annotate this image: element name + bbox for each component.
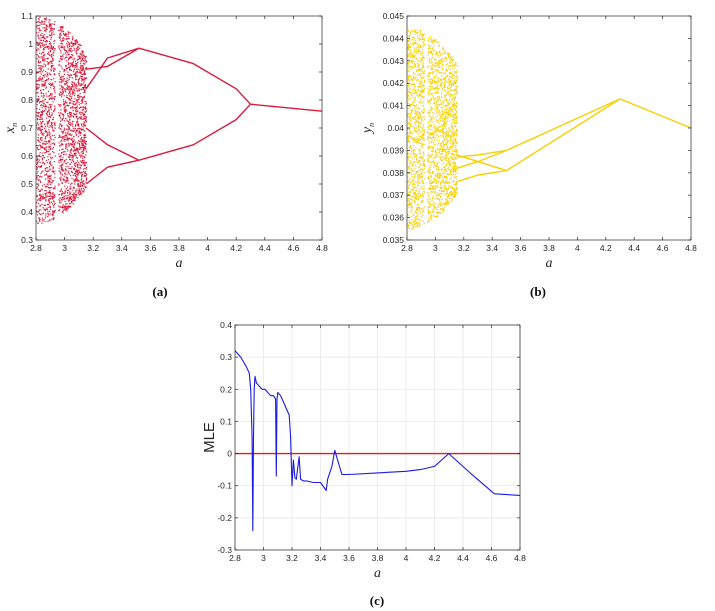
x-tick-label: 3.6: [515, 243, 527, 253]
bifurcation-branch: [138, 103, 252, 161]
x-tick-label: 4.4: [259, 243, 271, 253]
plot-area: [36, 16, 323, 224]
x-tick-label: 3.2: [458, 243, 470, 253]
x-tick-label: 4: [575, 243, 580, 253]
bifurcation-branch: [506, 98, 621, 152]
y-tick-label: 0.6: [21, 151, 33, 161]
y-tick-label: 0.04: [387, 123, 404, 133]
bifurcation-branch: [85, 47, 140, 90]
chart-a: 2.8 3 3.2 3.4 3.6 3.8 4 4.2 4.4 4.6 4.8 0.3 0.4 0.5 0.…: [3, 11, 328, 299]
x-tick-label: 3: [433, 243, 438, 253]
x-tick-label: 4.4: [628, 243, 640, 253]
x-tick-label: 2.8: [229, 553, 241, 563]
x-tick-label: 3.6: [144, 243, 156, 253]
x-tick-label: 3.8: [173, 243, 185, 253]
bifurcation-branch: [86, 47, 140, 70]
x-tick-label: 4.2: [600, 243, 612, 253]
plot-area: [234, 350, 521, 532]
y-tick-label: 0.045: [383, 11, 405, 21]
chaotic-region: [407, 29, 458, 230]
y-tick-label: 0.9: [21, 67, 33, 77]
x-tick-label: 4.4: [457, 553, 469, 563]
x-tick-label: 3.8: [372, 553, 384, 563]
x-tick-label: 4.8: [316, 243, 328, 253]
x-tick-label: 3: [261, 553, 266, 563]
bifurcation-branch: [456, 154, 507, 172]
y-tick-label: 0.4: [21, 207, 33, 217]
y-tick-label: 0.039: [383, 145, 405, 155]
y-tick-label: 0.5: [21, 179, 33, 189]
panel-caption: (b): [530, 284, 546, 299]
chaotic-region: [36, 16, 88, 224]
y-tick-label: 0.037: [383, 190, 405, 200]
y-tick-label: 0.038: [383, 168, 405, 178]
y-axis-label-main: y: [360, 126, 375, 135]
x-tick-label: 4.6: [486, 553, 498, 563]
x-tick-label: 3.2: [286, 553, 298, 563]
bifurcation-branch: [456, 169, 507, 183]
y-tick-label: 0.7: [21, 123, 33, 133]
y-tick-label: 0.2: [220, 384, 232, 394]
x-axis-label: a: [176, 256, 183, 271]
y-tick-label: 1.1: [21, 11, 33, 21]
x-tick-label: 4.2: [429, 553, 441, 563]
x-axis-label: a: [546, 256, 553, 271]
y-axis-label: xn: [3, 123, 19, 134]
panel-caption: (a): [152, 284, 167, 299]
y-tick-label: 0.042: [383, 78, 405, 88]
y-tick-label: -0.3: [217, 545, 232, 555]
y-tick-label: 0.3: [21, 235, 33, 245]
x-axis-label: a: [374, 566, 381, 581]
y-axis-label-main: x: [3, 126, 18, 134]
y-axis-label-subscript: n: [367, 123, 376, 127]
x-tick-label: 3.4: [486, 243, 498, 253]
bifurcation-branch: [85, 127, 140, 161]
mle-series-line: [234, 350, 521, 532]
x-tick-label: 2.8: [401, 243, 413, 253]
y-tick-label: -0.2: [217, 513, 232, 523]
y-tick-label: 0.1: [220, 416, 232, 426]
y-tick-label: 0.036: [383, 213, 405, 223]
y-tick-label: 0.3: [220, 352, 232, 362]
y-tick-label: 0.041: [383, 101, 405, 111]
y-tick-label: 0.043: [383, 56, 405, 66]
x-tick-label: 3.4: [315, 553, 327, 563]
x-tick-label: 2.8: [30, 243, 42, 253]
x-tick-label: 3.4: [116, 243, 128, 253]
y-tick-label: 0.8: [21, 95, 33, 105]
y-tick-label: 0.044: [383, 33, 405, 43]
x-tick-label: 3.8: [543, 243, 555, 253]
y-tick-label: 0.4: [220, 320, 232, 330]
bifurcation-branch: [456, 149, 507, 169]
x-tick-label: 4.8: [514, 553, 526, 563]
panel-caption: (c): [370, 593, 384, 608]
chart-c: 2.8 3 3.2 3.4 3.6 3.8 4 4.2 4.4 4.6 4.8 -0.3 -0.2 -0.…: [201, 320, 526, 608]
bifurcation-branch: [456, 149, 507, 158]
x-tick-label: 4.6: [287, 243, 299, 253]
x-tick-label: 4.8: [685, 243, 697, 253]
chart-b: 2.8 3 3.2 3.4 3.6 3.8 4 4.2 4.4 4.6 4.8 0.035 0.036 0…: [360, 11, 697, 299]
bifurcation-branch: [506, 98, 621, 172]
y-tick-label: 0: [227, 449, 232, 459]
y-tick-label: 0.035: [383, 235, 405, 245]
bifurcation-branch: [619, 98, 692, 129]
x-tick-label: 4.6: [657, 243, 669, 253]
y-axis-label: yn: [360, 123, 376, 135]
plot-area: [407, 29, 692, 230]
bifurcation-branch: [250, 103, 323, 112]
x-tick-label: 3: [62, 243, 67, 253]
y-tick-label: -0.1: [217, 481, 232, 491]
x-tick-label: 3.2: [87, 243, 99, 253]
x-tick-label: 4: [205, 243, 210, 253]
x-tick-label: 4.2: [230, 243, 242, 253]
bifurcation-branch: [85, 159, 140, 185]
x-tick-label: 4: [404, 553, 409, 563]
y-tick-label: 1: [28, 39, 33, 49]
x-tick-label: 3.6: [343, 553, 355, 563]
y-axis-label-subscript: n: [10, 123, 19, 127]
bifurcation-branch: [138, 47, 252, 105]
y-axis-label: MLE: [201, 422, 218, 453]
